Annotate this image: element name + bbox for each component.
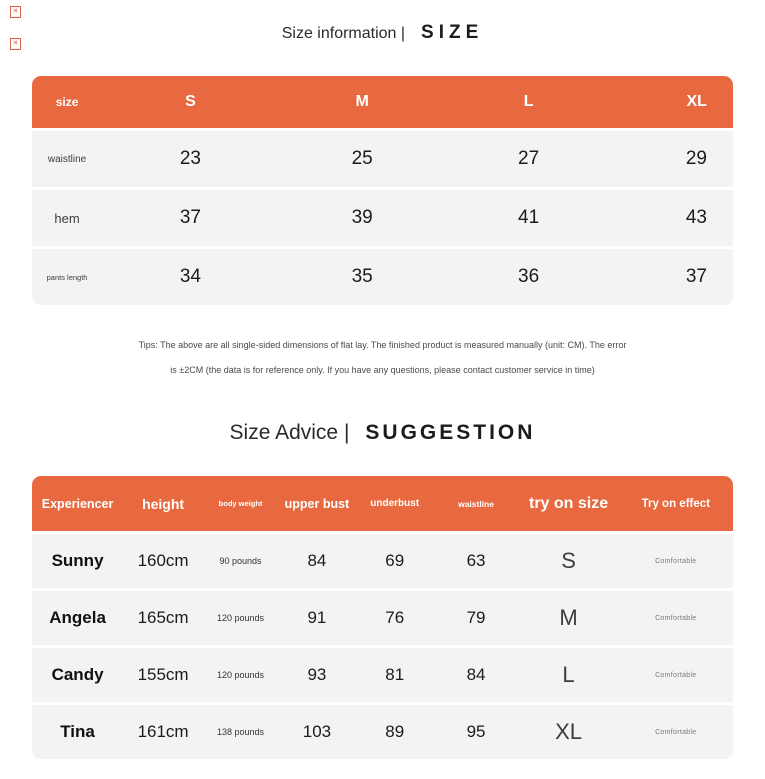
tips-note: Tips: The above are all single-sided dim… — [0, 339, 765, 376]
size-value-cell: 27 — [518, 148, 540, 169]
try-on-size-value: M — [559, 605, 578, 630]
underbust-value: 76 — [385, 608, 405, 627]
size-section-title: Size information | SIZE — [0, 0, 765, 44]
weight-value: 138 pounds — [217, 727, 265, 737]
advice-title-text: Size Advice | — [229, 421, 350, 444]
height-value: 160cm — [137, 551, 189, 570]
weight-value: 120 pounds — [217, 670, 265, 680]
upper-bust-value: 91 — [307, 608, 327, 627]
suggestion-table-header-row: Experiencer height body weight upper bus… — [32, 476, 733, 531]
column-header-l: L — [523, 93, 534, 110]
try-on-effect-value: Comfortable — [655, 614, 697, 622]
column-header-underbust: underbust — [370, 498, 420, 509]
row-label: hem — [54, 210, 80, 226]
size-table-header-row: size S M L XL — [32, 76, 733, 128]
row-label: waistline — [47, 153, 87, 165]
waistline-value: 84 — [466, 665, 486, 684]
waistline-value: 63 — [466, 551, 486, 570]
size-value-cell: 25 — [351, 148, 373, 169]
column-header-body-weight: body weight — [218, 499, 263, 508]
waistline-value: 95 — [466, 722, 486, 741]
experiencer-name: Tina — [60, 722, 95, 741]
underbust-value: 81 — [385, 665, 405, 684]
column-header-m: M — [355, 93, 369, 110]
broken-glyph-icon: ✕ — [10, 6, 21, 18]
underbust-value: 89 — [385, 722, 405, 741]
column-header-size: size — [55, 95, 79, 109]
row-label: pants length — [46, 272, 88, 282]
weight-value: 90 pounds — [219, 556, 262, 566]
column-header-height: height — [142, 495, 185, 512]
size-value-cell: 23 — [179, 148, 201, 169]
try-on-size-value: S — [561, 548, 576, 573]
try-on-size-value: L — [562, 662, 575, 687]
size-value-cell: 43 — [685, 207, 707, 228]
size-value-cell: 29 — [685, 148, 707, 169]
column-header-experiencer: Experiencer — [41, 496, 114, 511]
advice-section-title: Size Advice | SUGGESTION — [0, 420, 765, 446]
weight-value: 120 pounds — [217, 613, 265, 623]
broken-glyph-icon: ✕ — [10, 38, 21, 50]
column-header-xl: XL — [686, 93, 707, 110]
table-row-waistline: waistline 23 25 27 29 — [32, 131, 733, 187]
experiencer-name: Candy — [51, 665, 104, 684]
try-on-effect-value: Comfortable — [655, 671, 697, 679]
size-title-text: Size information | — [281, 25, 406, 42]
try-on-size-value: XL — [555, 719, 583, 744]
size-value-cell: 35 — [351, 266, 373, 287]
size-value-cell: 34 — [179, 266, 201, 287]
column-header-try-on-size: try on size — [528, 494, 609, 512]
size-value-cell: 41 — [518, 207, 540, 228]
upper-bust-value: 93 — [307, 665, 327, 684]
table-row-pants-length: pants length 34 35 36 37 — [32, 249, 733, 305]
table-row-tina: Tina 161cm 138 pounds 103 89 95 XL Comfo… — [32, 705, 733, 759]
column-header-try-on-effect: Try on effect — [641, 497, 710, 510]
table-row-hem: hem 37 39 41 43 — [32, 190, 733, 246]
height-value: 155cm — [137, 665, 189, 684]
experiencer-name: Angela — [49, 608, 106, 627]
column-header-upper-bust: upper bust — [284, 496, 350, 511]
table-row-sunny: Sunny 160cm 90 pounds 84 69 63 S Comfort… — [32, 534, 733, 588]
column-header-s: S — [185, 93, 196, 110]
waistline-value: 79 — [466, 608, 486, 627]
try-on-effect-value: Comfortable — [655, 557, 697, 565]
upper-bust-value: 103 — [302, 722, 332, 741]
experiencer-name: Sunny — [51, 551, 104, 570]
size-value-cell: 37 — [179, 207, 201, 228]
table-row-angela: Angela 165cm 120 pounds 91 76 79 M Comfo… — [32, 591, 733, 645]
tips-line-2: is ±2CM (the data is for reference only.… — [170, 365, 595, 375]
size-value-cell: 37 — [685, 266, 707, 287]
size-value-cell: 36 — [518, 266, 540, 287]
try-on-effect-value: Comfortable — [655, 728, 697, 736]
table-row-candy: Candy 155cm 120 pounds 93 81 84 L Comfor… — [32, 648, 733, 702]
upper-bust-value: 84 — [307, 551, 327, 570]
height-value: 161cm — [137, 722, 189, 741]
advice-title-accent: SUGGESTION — [365, 421, 536, 444]
tips-line-1: Tips: The above are all single-sided dim… — [138, 340, 627, 350]
underbust-value: 69 — [385, 551, 405, 570]
suggestion-table: Experiencer height body weight upper bus… — [32, 476, 733, 759]
size-value-cell: 39 — [351, 207, 373, 228]
size-title-accent: SIZE — [421, 22, 484, 43]
size-table: size S M L XL waistline 23 25 27 29 hem … — [32, 76, 733, 305]
column-header-waistline: waistline — [458, 498, 494, 509]
height-value: 165cm — [137, 608, 189, 627]
